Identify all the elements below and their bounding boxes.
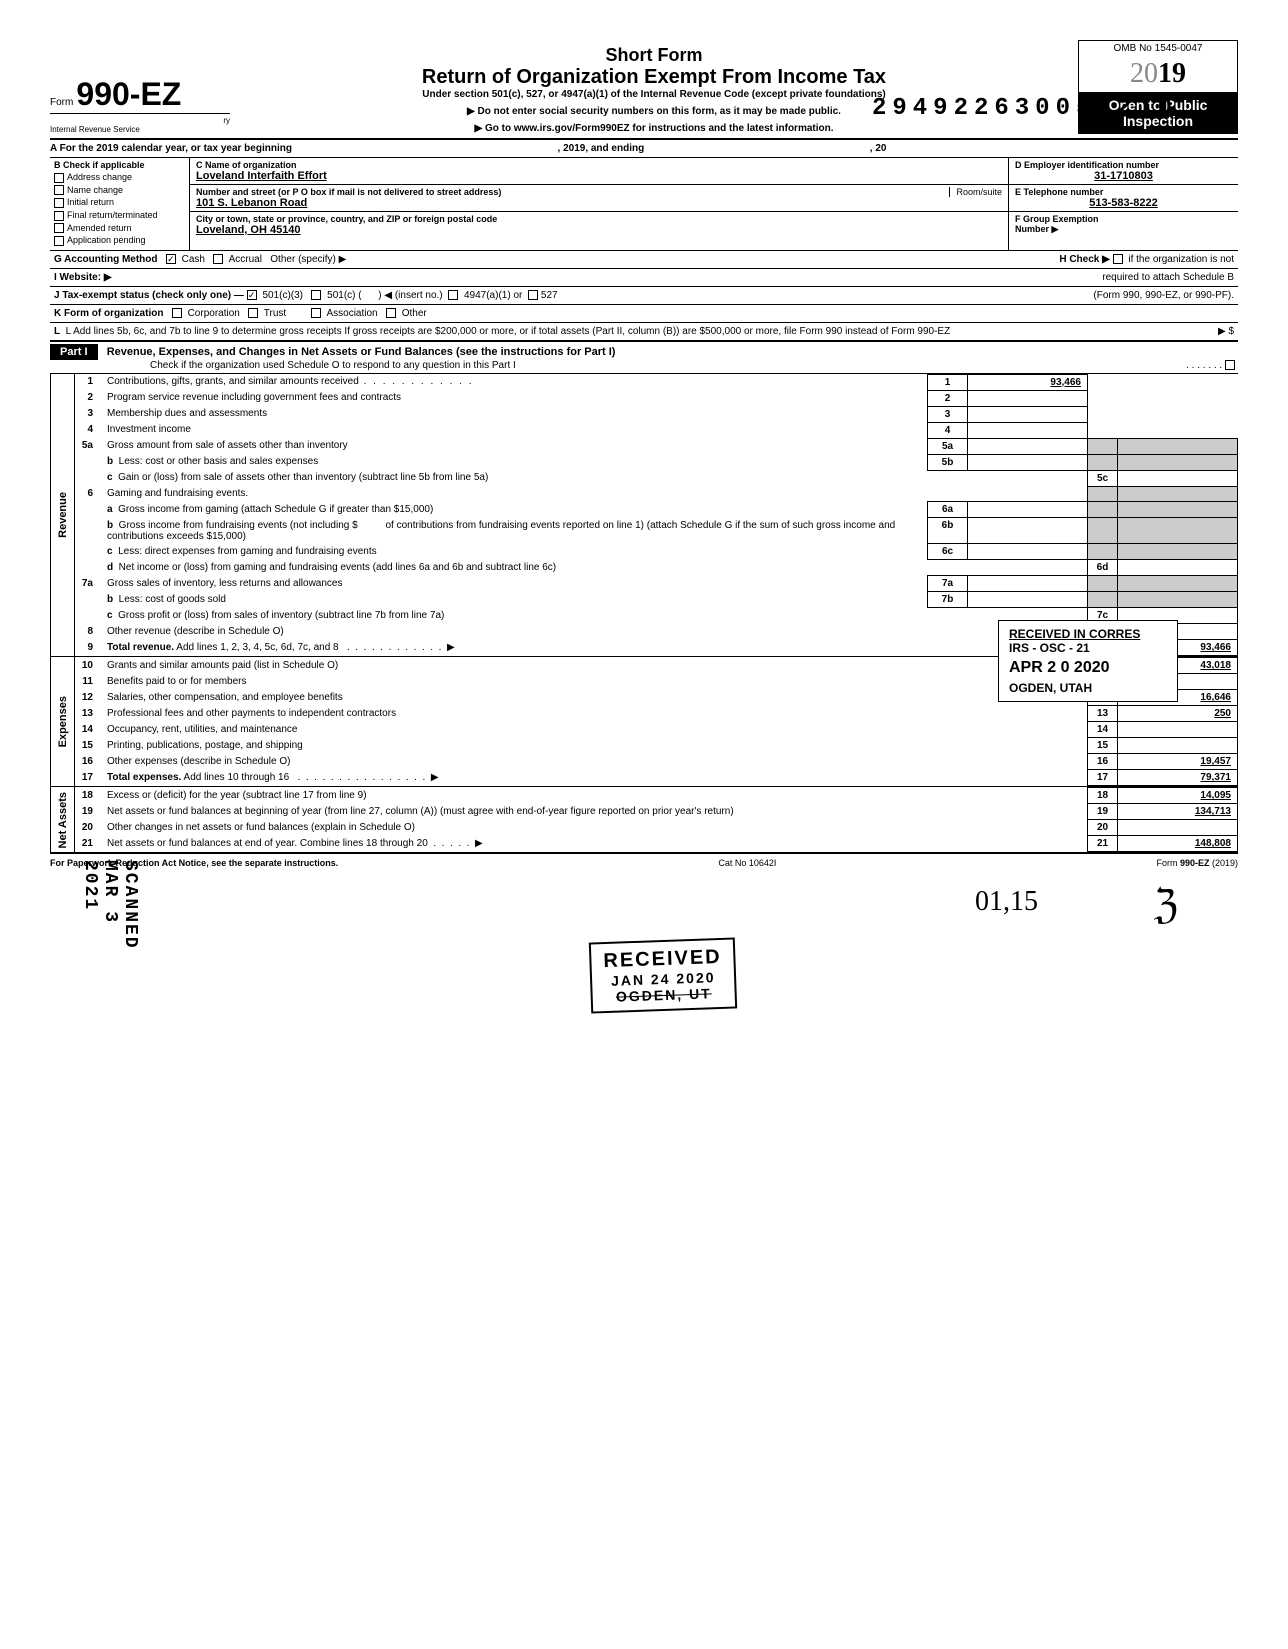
ein-cell: D Employer identification number 31-1710…: [1009, 158, 1238, 185]
chk-name[interactable]: Name change: [54, 185, 185, 196]
col-c: C Name of organization Loveland Interfai…: [190, 158, 1008, 250]
phone-val: 513-583-8222: [1015, 197, 1232, 209]
handwritten-init: 01,15: [975, 886, 1038, 918]
city-val: Loveland, OH 45140: [196, 224, 1002, 236]
chk-h[interactable]: [1113, 254, 1123, 264]
netassets-section: Net Assets 18Excess or (deficit) for the…: [50, 786, 1238, 853]
chk-501c[interactable]: [311, 290, 321, 300]
org-name-val: Loveland Interfaith Effort: [196, 170, 1002, 182]
phone-cell: E Telephone number 513-583-8222: [1009, 185, 1238, 212]
chk-other[interactable]: [386, 308, 396, 318]
chk-final[interactable]: Final return/terminated: [54, 210, 185, 221]
g-label: G Accounting Method: [54, 254, 158, 265]
netassets-label-cell: Net Assets: [51, 787, 75, 852]
org-name-cell: C Name of organization Loveland Interfai…: [190, 158, 1008, 185]
street-lbl: Number and street (or P O box if mail is…: [196, 187, 1002, 197]
row-i: I Website: ▶ required to attach Schedule…: [50, 269, 1238, 287]
tax-year: 2019: [1078, 56, 1238, 92]
revenue-table: 1Contributions, gifts, grants, and simil…: [75, 374, 1238, 657]
col-right: D Employer identification number 31-1710…: [1008, 158, 1238, 250]
year-suffix: 19: [1158, 58, 1186, 89]
group-lbl2: Number ▶: [1015, 224, 1232, 235]
omb-number: OMB No 1545-0047: [1078, 40, 1238, 56]
group-lbl: F Group Exemption: [1015, 214, 1232, 224]
chk-initial[interactable]: Initial return: [54, 197, 185, 208]
phone-lbl: E Telephone number: [1015, 187, 1232, 197]
group-cell: F Group Exemption Number ▶: [1009, 212, 1238, 237]
note-2: ▶ Go to www.irs.gov/Form990EZ for instru…: [230, 123, 1078, 134]
ein-lbl: D Employer identification number: [1015, 160, 1232, 170]
revenue-label-cell: Revenue: [51, 374, 75, 657]
city-cell: City or town, state or province, country…: [190, 212, 1008, 238]
year-prefix: 20: [1130, 58, 1158, 89]
row-k: K Form of organization Corporation Trust…: [50, 305, 1238, 323]
row-a: A For the 2019 calendar year, or tax yea…: [50, 140, 1238, 158]
netassets-label: Net Assets: [57, 792, 69, 848]
street-cell: Number and street (or P O box if mail is…: [190, 185, 1008, 212]
info-grid: B Check if applicable Address change Nam…: [50, 158, 1238, 251]
row-a-end: , 20: [870, 143, 887, 154]
room-suite-lbl: Room/suite: [949, 187, 1002, 197]
netassets-table: 18Excess or (deficit) for the year (subt…: [75, 787, 1238, 852]
ein-val: 31-1710803: [1015, 170, 1232, 182]
col-b: B Check if applicable Address change Nam…: [50, 158, 190, 250]
form-number: 990-EZ: [76, 76, 181, 112]
row-j: J Tax-exempt status (check only one) — ✓…: [50, 287, 1238, 305]
form-id-block: Form 990-EZ ry Internal Revenue Service: [50, 76, 230, 134]
chk-corp[interactable]: [172, 308, 182, 318]
chk-cash[interactable]: ✓: [166, 254, 176, 264]
part-1-title: Revenue, Expenses, and Changes in Net As…: [107, 346, 616, 358]
chk-accrual[interactable]: [213, 254, 223, 264]
main-title: Return of Organization Exempt From Incom…: [230, 66, 1078, 89]
chk-address[interactable]: Address change: [54, 172, 185, 183]
stamp-scanned: SCANNED MAR 3 2021: [80, 860, 140, 950]
expenses-label-cell: Expenses: [51, 657, 75, 786]
part-1-badge: Part I: [50, 344, 98, 360]
chk-sched-o[interactable]: [1225, 360, 1235, 370]
chk-501c3[interactable]: ✓: [247, 290, 257, 300]
page-footer: For Paperwork Reduction Act Notice, see …: [50, 853, 1238, 868]
part-1-header: Part I Revenue, Expenses, and Changes in…: [50, 341, 1238, 374]
h-label: H Check ▶: [1059, 254, 1109, 265]
expenses-label: Expenses: [57, 696, 69, 747]
chk-assoc[interactable]: [311, 308, 321, 318]
street-val: 101 S. Lebanon Road: [196, 197, 1002, 209]
stamp-received: RECEIVED JAN 24 2020 OGDEN, UT: [589, 937, 738, 1013]
footer-right: Form 990-EZ (2019): [1156, 858, 1238, 868]
row-g: G Accounting Method ✓ Cash Accrual Other…: [50, 251, 1238, 269]
chk-trust[interactable]: [248, 308, 258, 318]
form-page: 2949226300502 0 Form 990-EZ ry Internal …: [50, 40, 1238, 868]
short-form-title: Short Form: [230, 45, 1078, 66]
revenue-section: Revenue 1Contributions, gifts, grants, a…: [50, 374, 1238, 657]
form-header: Form 990-EZ ry Internal Revenue Service …: [50, 40, 1238, 140]
form-word: Form: [50, 97, 73, 108]
footer-mid: Cat No 10642I: [718, 858, 776, 868]
agency-line1: ry: [50, 116, 230, 125]
chk-527[interactable]: [528, 290, 538, 300]
city-lbl: City or town, state or province, country…: [196, 214, 1002, 224]
agency-line2: Internal Revenue Service: [50, 125, 230, 134]
stamp-corres: RECEIVED IN CORRES IRS - OSC - 21 APR 2 …: [998, 620, 1178, 702]
col-b-header: B Check if applicable: [54, 160, 185, 170]
dln-number: 2949226300502 0: [872, 95, 1178, 122]
agency-block: ry Internal Revenue Service: [50, 113, 230, 134]
row-l: L L Add lines 5b, 6c, and 7b to line 9 t…: [50, 323, 1238, 341]
handwritten-sig: ℨ: [1153, 881, 1178, 928]
org-name-lbl: C Name of organization: [196, 160, 1002, 170]
chk-4947[interactable]: [448, 290, 458, 300]
row-a-text: A For the 2019 calendar year, or tax yea…: [50, 143, 292, 154]
revenue-label: Revenue: [57, 492, 69, 538]
chk-amended[interactable]: Amended return: [54, 223, 185, 234]
chk-pending[interactable]: Application pending: [54, 235, 185, 246]
row-a-mid: , 2019, and ending: [558, 143, 645, 154]
